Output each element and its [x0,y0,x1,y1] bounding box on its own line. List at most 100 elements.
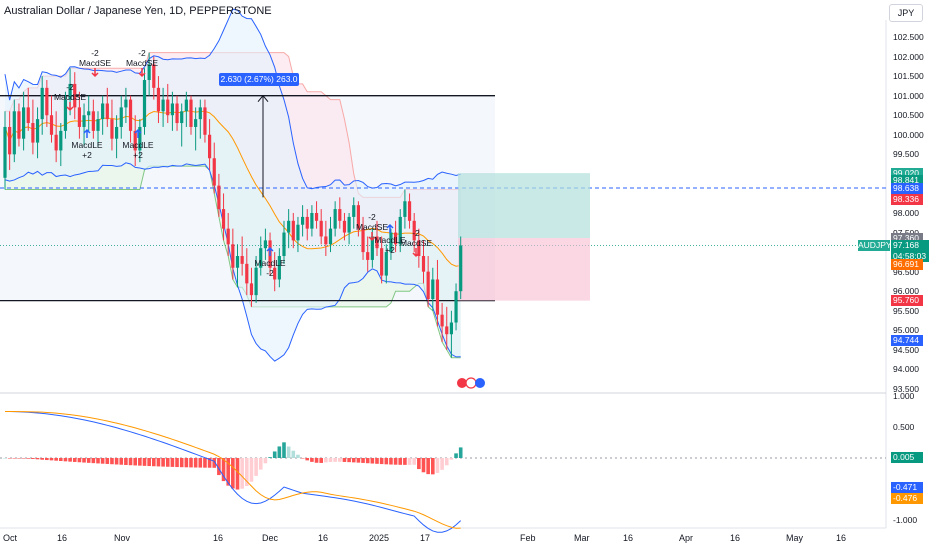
candle-body [421,256,426,272]
candle-body [105,103,109,120]
histogram-bar [165,458,170,467]
candle-body [263,240,267,249]
candle-body [273,267,277,280]
price-axis-label: 94.500 [893,344,919,355]
histogram-bar [421,458,426,473]
candle-body [31,123,35,143]
candle-body [3,126,7,178]
candle-body [12,111,16,155]
histogram-bar [449,458,454,460]
event-icon [457,378,467,388]
histogram-bar [361,458,365,463]
histogram-bar [3,458,7,459]
measure-label: 2.630 (2.67%) 263.0 [219,73,299,86]
histogram-bar [110,458,114,465]
histogram-bar [212,458,217,468]
candle-body [138,126,142,151]
time-axis-label: 16 [730,533,741,543]
histogram-bar [161,458,165,467]
histogram-bar [179,458,184,468]
histogram-bar [319,458,323,463]
price-axis-label: 95.500 [893,305,919,316]
candle-body [319,220,323,237]
histogram-bar [203,458,207,468]
histogram-bar [68,458,72,462]
histogram-bar [338,458,342,462]
histogram-bar [375,458,379,464]
histogram-bar [119,458,124,465]
candle-body [342,220,347,233]
sell-arrow [66,102,74,112]
candle-body [152,64,156,88]
histogram-bar [26,458,31,459]
time-axis-label: May [786,533,804,543]
sell-arrow [91,68,99,78]
histogram-bar [435,458,440,473]
candle-body [389,232,393,253]
signal-label-5: MacdLE +2 [122,140,154,160]
osc-tag-zero: 0.005 [891,452,923,464]
histogram-bar [114,458,119,465]
histogram-bar [7,458,12,459]
signal-label-4: MacdLE +2 [71,140,103,160]
candle-body [361,228,365,253]
price-tag-grey: 97.360 [891,232,923,244]
price-axis-label: 102.500 [893,32,924,42]
histogram-bar [59,458,63,462]
currency-button[interactable]: JPY [889,4,923,22]
histogram-bar [328,458,333,463]
candle-body [435,279,440,315]
time-axis-label: Feb [520,533,536,543]
bollinger-upper [4,8,461,190]
candle-body [35,119,40,143]
histogram-bar [156,458,161,467]
price-axis-label: 101.000 [893,90,924,101]
price-tag-dashed: 98.638 [891,182,923,194]
histogram-bar [45,458,49,461]
price-axis-label: 101.500 [893,71,924,82]
candle-body [133,130,137,151]
price-axis-label: 100.500 [893,110,924,121]
candle-body [440,314,444,327]
signal-label-8: -2 MacdSE [399,228,433,248]
histogram-bar [175,458,179,468]
take-profit-zone [458,173,590,239]
candle-body [370,236,374,260]
histogram-bar [407,458,412,465]
signal-label-2: -2 MacdSE [125,48,159,68]
candle-body [380,248,384,276]
candle-body [245,263,249,284]
histogram-bar [254,458,258,476]
candle-body [459,245,463,292]
histogram-bar [393,458,398,465]
sell-arrow [412,248,420,258]
candle-body [147,64,151,81]
candle-body [54,134,58,151]
histogram-bar [305,458,310,461]
signal-line [4,411,461,529]
candle-body [226,228,230,245]
histogram-bar [138,458,142,466]
candle-body [124,99,128,108]
histogram-bar [282,442,286,458]
histogram-bar [142,458,147,466]
candle-body [212,158,216,186]
time-axis-label: Nov [114,533,131,543]
candle-body [449,322,453,335]
price-axis-label: 98.000 [893,207,919,218]
candle-body [194,119,198,127]
candle-body [142,80,147,127]
candle-body [77,107,81,127]
histogram-bar [268,457,272,458]
candle-body [110,119,114,139]
candle-body [426,271,430,300]
histogram-bar [198,458,203,468]
candle-body [310,212,314,229]
price-axis-label: 94.000 [893,364,919,375]
histogram-bar [63,458,68,462]
buy-arrow [134,128,142,138]
histogram-bar [300,458,305,459]
candle-body [296,224,300,241]
histogram-bar [124,458,128,465]
